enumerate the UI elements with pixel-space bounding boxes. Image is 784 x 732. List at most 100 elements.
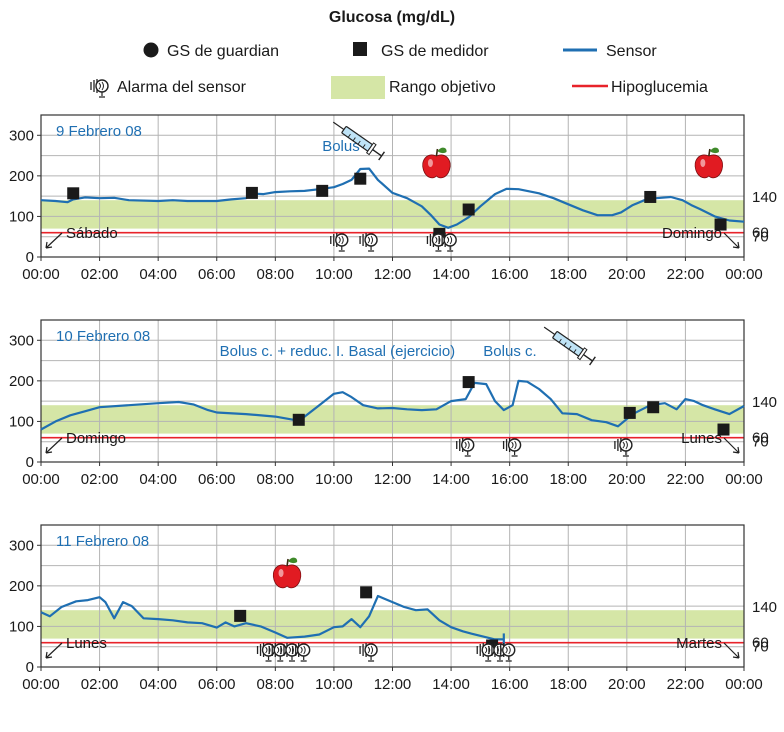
legend-meter-label: GS de medidor bbox=[381, 43, 489, 60]
legend-guardian-label: GS de guardian bbox=[167, 43, 279, 60]
right-level-label: 60 bbox=[752, 635, 769, 652]
x-tick-label: 00:00 bbox=[22, 266, 60, 283]
y-tick-label: 200 bbox=[9, 373, 34, 390]
panel-date-label: 9 Febrero 08 bbox=[56, 123, 142, 140]
y-tick-label: 100 bbox=[9, 618, 34, 635]
alarm-icon bbox=[359, 232, 378, 252]
meter-point bbox=[717, 423, 730, 436]
end-day-label: Domingo bbox=[662, 225, 722, 242]
x-tick-label: 04:00 bbox=[139, 266, 177, 283]
sensor-line bbox=[40, 594, 504, 641]
start-day-label: Domingo bbox=[66, 430, 126, 447]
y-tick-label: 0 bbox=[26, 454, 34, 471]
x-tick-label: 04:00 bbox=[139, 471, 177, 488]
legend-target-label: Rango objetivo bbox=[389, 79, 496, 96]
y-tick-label: 0 bbox=[26, 659, 34, 676]
x-tick-label: 22:00 bbox=[667, 471, 705, 488]
x-tick-label: 18:00 bbox=[549, 676, 587, 693]
start-day-label: Lunes bbox=[66, 635, 107, 652]
apple-icon bbox=[272, 556, 302, 589]
apple-icon bbox=[421, 146, 452, 179]
x-tick-label: 06:00 bbox=[198, 266, 236, 283]
x-tick-label: 16:00 bbox=[491, 676, 529, 693]
x-tick-label: 12:00 bbox=[374, 471, 412, 488]
right-level-label: 140 bbox=[752, 599, 777, 616]
y-tick-label: 300 bbox=[9, 332, 34, 349]
bolus-label: Bolus c. + reduc. I. Basal (ejercicio) bbox=[220, 343, 456, 360]
meter-point bbox=[316, 184, 329, 197]
meter-point bbox=[647, 401, 660, 414]
chart-title: Glucosa (mg/dL) bbox=[329, 9, 455, 26]
meter-point bbox=[234, 609, 247, 622]
apple-icon bbox=[694, 146, 724, 179]
panel-1: 0 100 200 300 00:00 02:00 04:00 06:00 08:00 10:00… bbox=[9, 114, 777, 283]
end-day-arrow bbox=[723, 642, 740, 659]
bolus-label-2: Bolus c. bbox=[483, 343, 536, 360]
end-day-arrow bbox=[723, 437, 740, 454]
alarm-icon bbox=[438, 232, 457, 252]
grid-lines bbox=[40, 115, 745, 257]
meter-point bbox=[714, 218, 727, 231]
x-tick-label: 08:00 bbox=[257, 266, 295, 283]
x-tick-label: 08:00 bbox=[257, 676, 295, 693]
start-day-arrow bbox=[45, 437, 63, 454]
x-tick-label: 10:00 bbox=[315, 266, 353, 283]
legend-guardian-marker bbox=[143, 42, 159, 58]
y-tick-label: 0 bbox=[26, 249, 34, 266]
y-tick-label: 300 bbox=[9, 537, 34, 554]
meter-point bbox=[462, 203, 475, 216]
x-tick-label: 18:00 bbox=[549, 266, 587, 283]
right-level-label: 70 bbox=[752, 434, 769, 451]
right-level-label: 140 bbox=[752, 189, 777, 206]
panel-2: 0 100 200 300 00:00 02:00 04:00 06:00 08:00 10:00… bbox=[9, 319, 777, 488]
right-level-label: 60 bbox=[752, 430, 769, 447]
x-tick-label: 00:00 bbox=[22, 471, 60, 488]
y-tick-label: 100 bbox=[9, 413, 34, 430]
sensor-line bbox=[40, 167, 745, 229]
legend-hypo-label: Hipoglucemia bbox=[611, 79, 708, 96]
y-tick-label: 200 bbox=[9, 578, 34, 595]
meter-point bbox=[245, 186, 258, 199]
meter-point bbox=[360, 586, 373, 599]
x-tick-label: 14:00 bbox=[432, 471, 470, 488]
alarm-icon bbox=[291, 642, 311, 662]
x-tick-label: 20:00 bbox=[608, 266, 646, 283]
x-tick-label: 06:00 bbox=[198, 471, 236, 488]
panel-date-label: 10 Febrero 08 bbox=[56, 328, 150, 345]
legend-target-swatch bbox=[331, 76, 385, 99]
end-day-arrow bbox=[723, 232, 740, 249]
alarm-icon bbox=[456, 437, 475, 457]
start-day-label: Sábado bbox=[66, 225, 118, 242]
alarm-icon bbox=[359, 642, 378, 662]
panel-date-label: 11 Febrero 08 bbox=[56, 533, 149, 550]
alarm-icon bbox=[330, 232, 349, 252]
meter-point bbox=[354, 172, 367, 185]
legend-alarm-label: Alarma del sensor bbox=[117, 79, 247, 96]
right-level-label: 60 bbox=[752, 225, 769, 242]
x-tick-label: 02:00 bbox=[81, 471, 119, 488]
x-tick-label: 22:00 bbox=[667, 266, 705, 283]
meter-point bbox=[644, 190, 657, 203]
y-tick-label: 300 bbox=[9, 127, 34, 144]
sensor-line bbox=[40, 379, 745, 431]
meter-point bbox=[292, 413, 305, 426]
x-tick-label: 00:00 bbox=[725, 471, 763, 488]
x-tick-label: 18:00 bbox=[549, 471, 587, 488]
x-tick-label: 16:00 bbox=[491, 266, 529, 283]
x-tick-label: 22:00 bbox=[667, 676, 705, 693]
x-tick-label: 12:00 bbox=[374, 676, 412, 693]
right-level-label: 70 bbox=[752, 229, 769, 246]
panel-3: 0 100 200 300 00:00 02:00 04:00 06:00 08:00 10:00… bbox=[9, 524, 777, 693]
x-tick-label: 02:00 bbox=[81, 676, 119, 693]
x-tick-label: 12:00 bbox=[374, 266, 412, 283]
meter-point bbox=[462, 376, 475, 389]
right-level-label: 140 bbox=[752, 394, 777, 411]
start-day-arrow bbox=[45, 232, 63, 249]
x-tick-label: 00:00 bbox=[22, 676, 60, 693]
x-tick-label: 04:00 bbox=[139, 676, 177, 693]
legend: GS de guardian GS de medidor Sensor Alar… bbox=[90, 42, 708, 99]
x-tick-label: 02:00 bbox=[81, 266, 119, 283]
x-tick-label: 06:00 bbox=[198, 676, 236, 693]
